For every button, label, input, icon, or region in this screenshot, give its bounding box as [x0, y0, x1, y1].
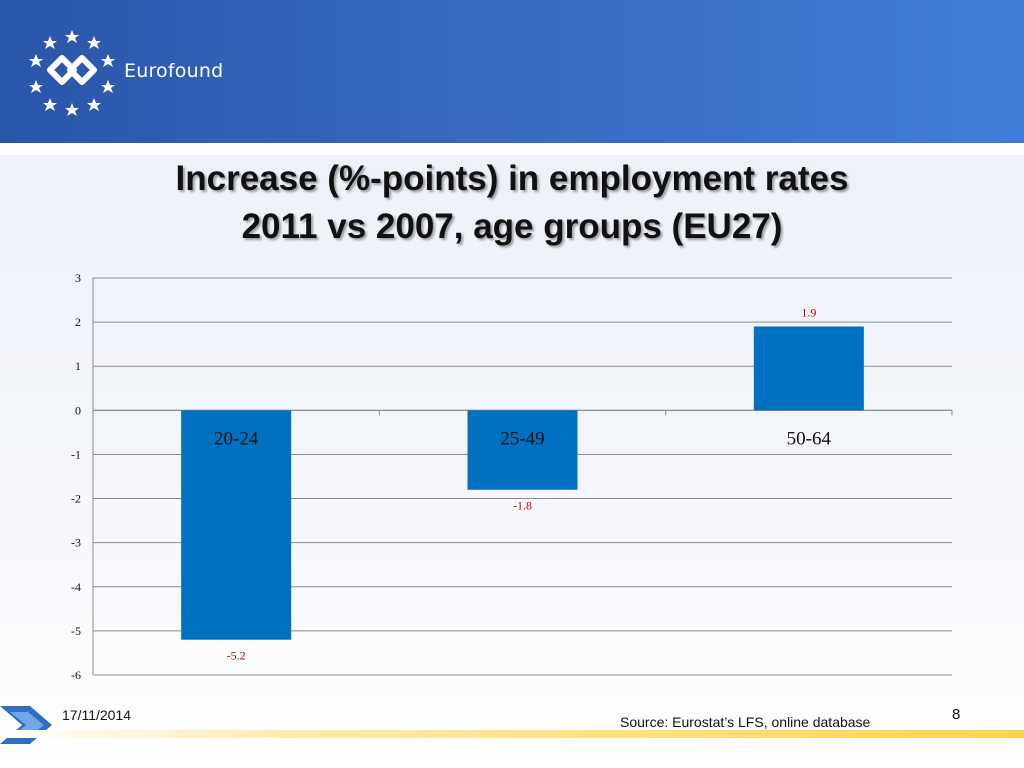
category-label: 25-49 — [500, 428, 544, 449]
footer-bar — [0, 730, 1024, 738]
y-tick-label: -4 — [71, 580, 81, 594]
y-tick-label: -3 — [71, 536, 81, 550]
category-label: 50-64 — [787, 428, 832, 449]
title-line-1: Increase (%-points) in employment rates — [175, 159, 849, 198]
bar-20-24 — [181, 410, 292, 640]
data-label: -5.2 — [227, 649, 246, 663]
slide-date: 17/11/2014 — [62, 707, 132, 723]
y-tick-label: -5 — [71, 624, 81, 638]
y-tick-label: -2 — [71, 492, 81, 506]
y-tick-label: 3 — [75, 271, 81, 285]
arrow-icon — [0, 706, 52, 744]
header-divider — [0, 143, 1024, 155]
page-number: 8 — [952, 706, 961, 723]
y-tick-label: 2 — [75, 315, 81, 329]
data-label: 1.9 — [801, 306, 816, 320]
employment-bar-chart: 3 2 1 0 -1 -2 -3 -4 -5 -6 20-24 -5.2 25-49 -1.8 50-64 1… — [71, 271, 953, 682]
bar-25-49 — [467, 410, 578, 490]
y-tick-label: 0 — [75, 403, 81, 417]
eurofound-logo-icon — [29, 30, 115, 116]
brand-name: Eurofound — [124, 60, 224, 82]
header-banner: Eurofound — [0, 0, 1024, 143]
slide-title: Increase (%-points) in employment rates … — [40, 155, 984, 251]
y-tick-label: 1 — [75, 359, 81, 373]
y-tick-label: -1 — [71, 447, 81, 461]
bar-50-64 — [753, 326, 864, 411]
data-label: -1.8 — [513, 499, 532, 513]
category-label: 20-24 — [214, 428, 259, 449]
y-tick-label: -6 — [71, 668, 81, 682]
source-note: Source: Eurostat’s LFS, online database — [620, 714, 871, 730]
title-line-2: 2011 vs 2007, age groups (EU27) — [241, 207, 783, 246]
